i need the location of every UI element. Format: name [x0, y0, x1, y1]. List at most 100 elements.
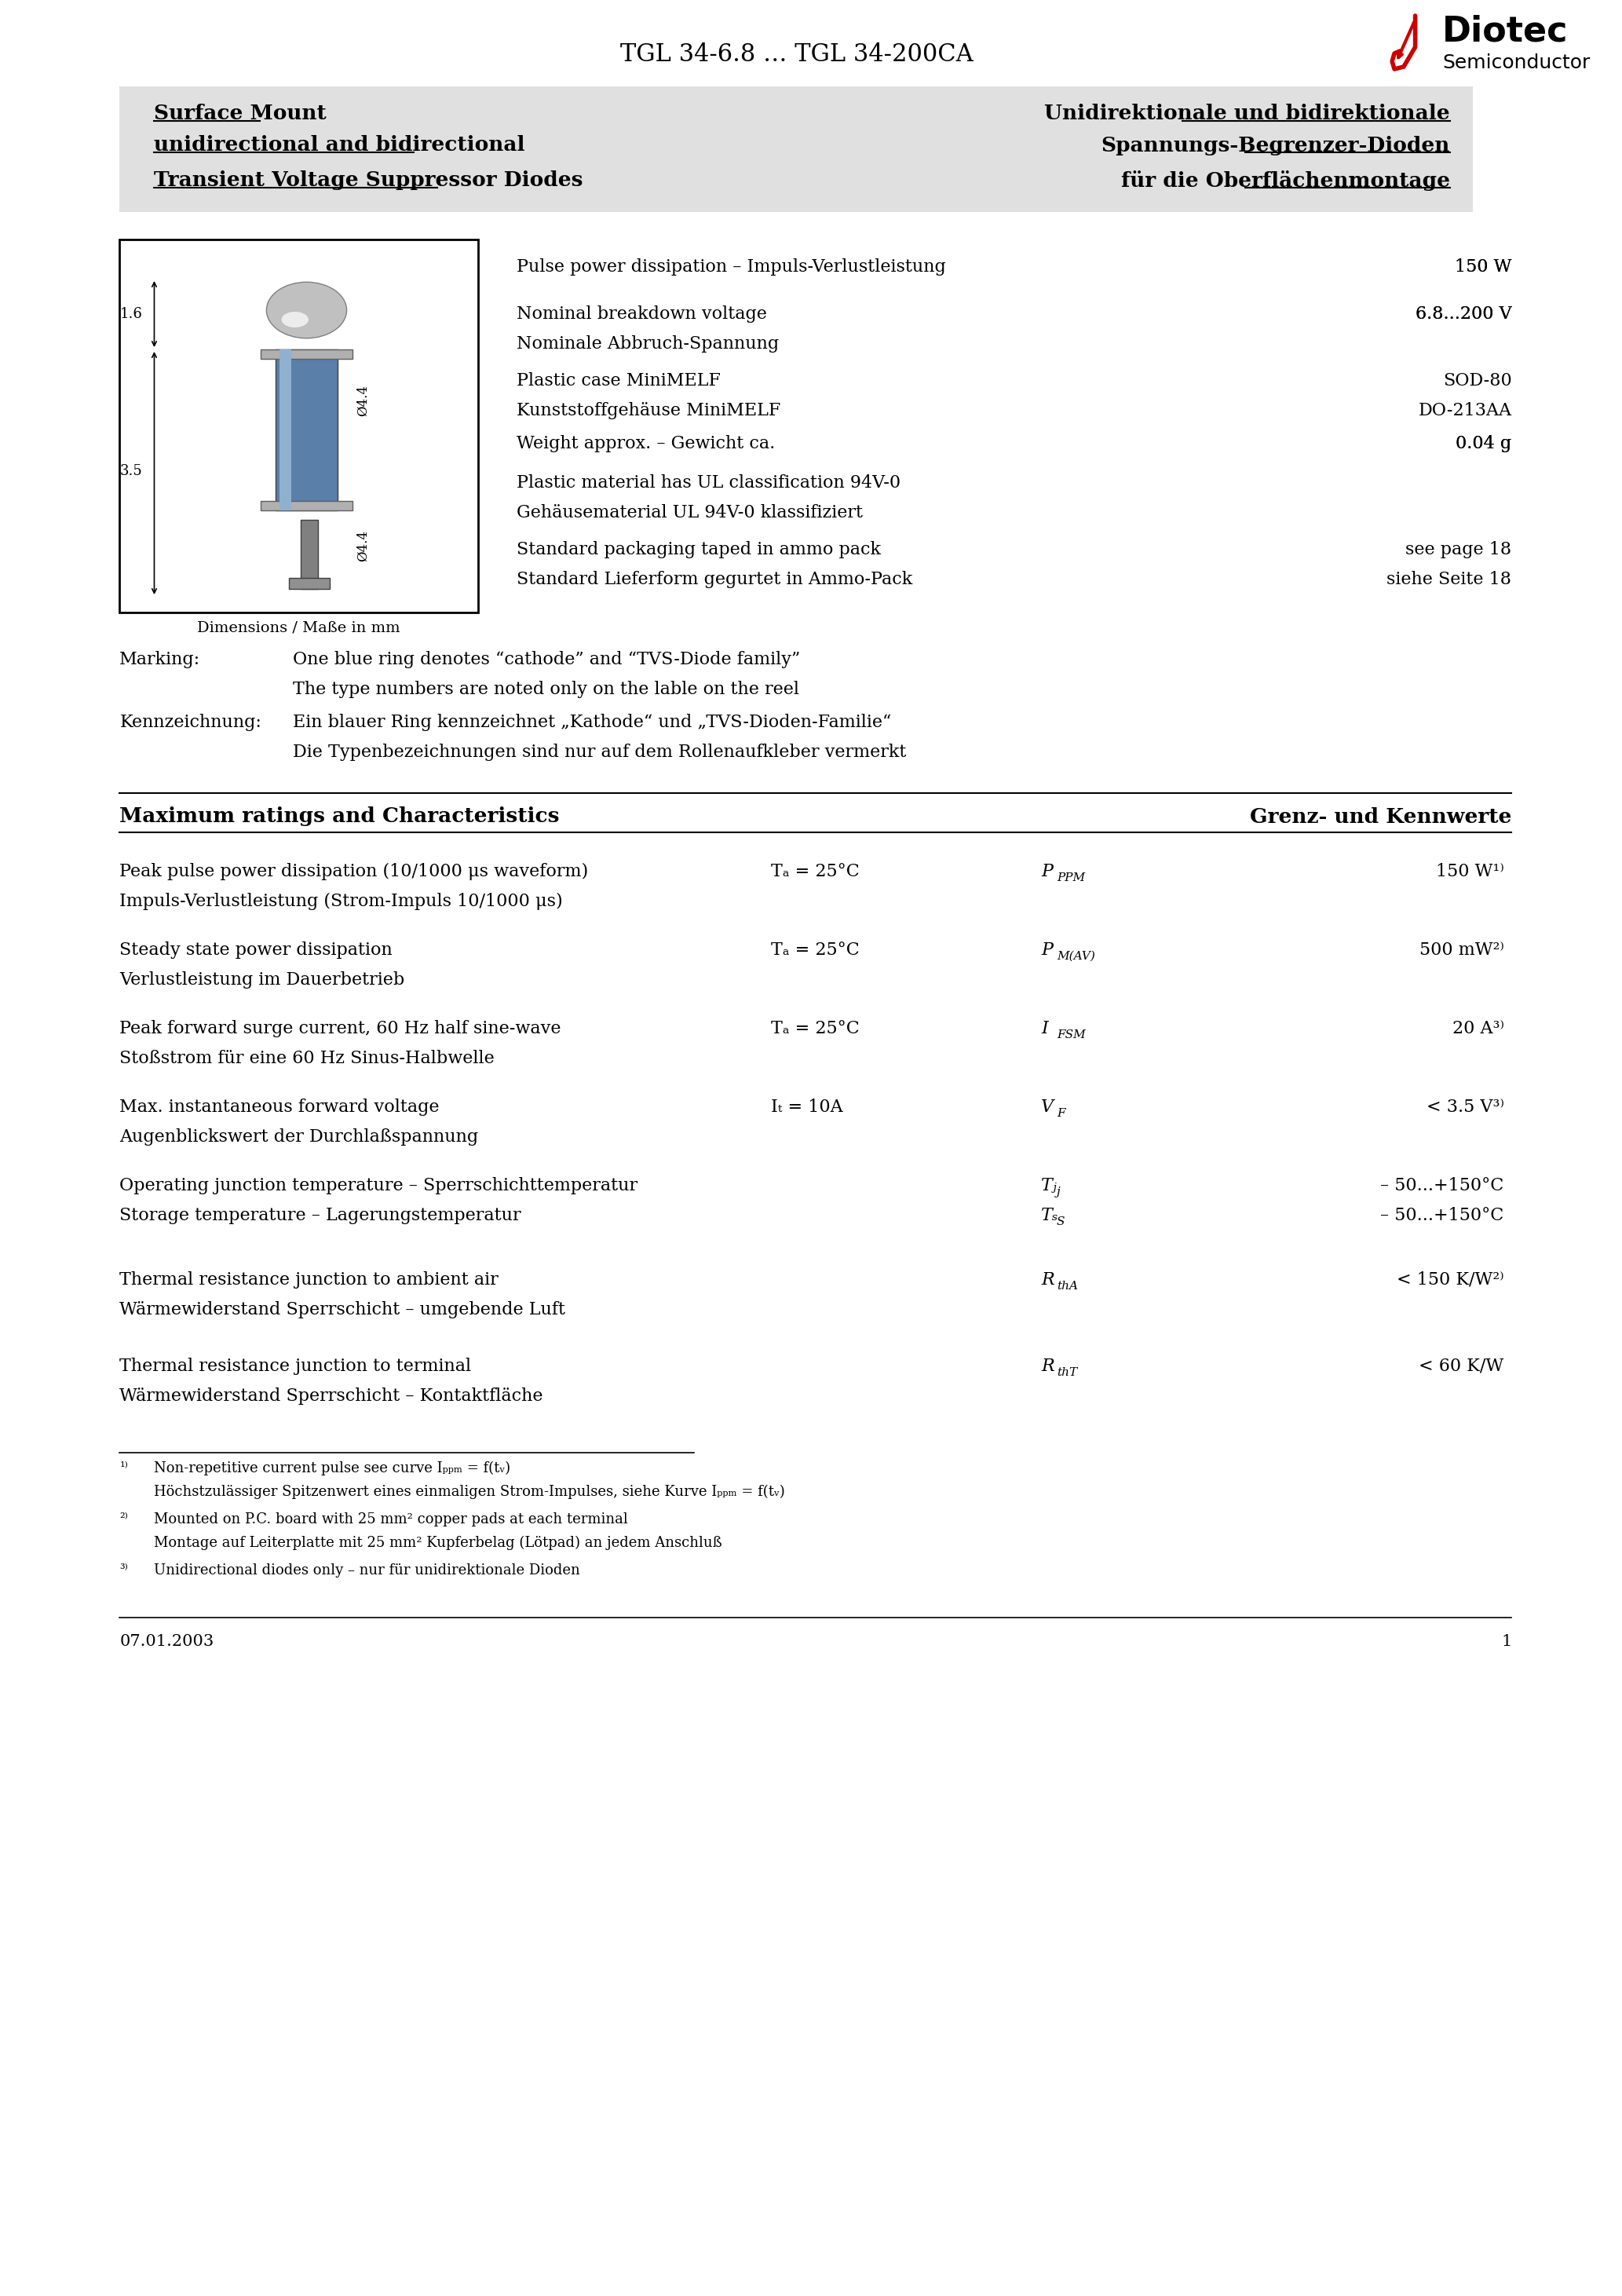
Text: Wärmewiderstand Sperrschicht – Kontaktfläche: Wärmewiderstand Sperrschicht – Kontaktfl…	[120, 1387, 543, 1405]
Text: PPM: PPM	[1056, 872, 1085, 884]
Bar	[276, 349, 337, 510]
Text: Standard Lieferform gegurtet in Ammo-Pack: Standard Lieferform gegurtet in Ammo-Pac…	[517, 572, 913, 588]
Text: Maximum ratings and Characteristics: Maximum ratings and Characteristics	[120, 806, 560, 827]
Text: Iₜ = 10A: Iₜ = 10A	[770, 1097, 843, 1116]
Text: FSM: FSM	[1056, 1029, 1085, 1040]
Text: Ø4.4: Ø4.4	[357, 386, 370, 416]
Text: 0.04 g: 0.04 g	[1457, 434, 1512, 452]
Text: 07.01.2003: 07.01.2003	[120, 1635, 214, 1649]
Text: Ein blauer Ring kennzeichnet „Kathode“ und „TVS-Dioden-Familie“: Ein blauer Ring kennzeichnet „Kathode“ u…	[294, 714, 892, 730]
Text: Tₐ = 25°C: Tₐ = 25°C	[770, 941, 860, 960]
Bar	[289, 579, 329, 588]
Text: Plastic material has UL classification 94V-0: Plastic material has UL classification 9…	[517, 475, 900, 491]
Text: thT: thT	[1056, 1366, 1077, 1378]
Text: ²⁾: ²⁾	[120, 1513, 128, 1527]
Text: < 60 K/W: < 60 K/W	[1419, 1357, 1504, 1375]
Text: 150 W: 150 W	[1455, 259, 1512, 276]
Text: SOD-80: SOD-80	[1442, 372, 1512, 390]
Text: Montage auf Leiterplatte mit 25 mm² Kupferbelag (Lötpad) an jedem Anschluß: Montage auf Leiterplatte mit 25 mm² Kupf…	[154, 1536, 722, 1550]
Text: Diotec: Diotec	[1442, 14, 1568, 48]
Text: Die Typenbezeichnungen sind nur auf dem Rollenaufkleber vermerkt: Die Typenbezeichnungen sind nur auf dem …	[294, 744, 907, 760]
Text: M(AV): M(AV)	[1056, 951, 1095, 962]
Text: Höchstzulässiger Spitzenwert eines einmaligen Strom-Impulses, siehe Kurve Iₚₚₘ =: Höchstzulässiger Spitzenwert eines einma…	[154, 1486, 785, 1499]
Text: TGL 34-6.8 … TGL 34-200CA: TGL 34-6.8 … TGL 34-200CA	[620, 44, 973, 67]
Text: 150 W: 150 W	[1455, 259, 1512, 276]
Text: R: R	[1041, 1357, 1054, 1375]
Text: 150 W¹⁾: 150 W¹⁾	[1435, 863, 1504, 879]
Text: 20 A³⁾: 20 A³⁾	[1452, 1019, 1504, 1038]
Text: Thermal resistance junction to terminal: Thermal resistance junction to terminal	[120, 1357, 472, 1375]
Text: R: R	[1041, 1272, 1054, 1288]
Text: S: S	[1056, 1217, 1064, 1228]
Text: Peak pulse power dissipation (10/1000 μs waveform): Peak pulse power dissipation (10/1000 μs…	[120, 863, 589, 879]
Text: Plastic case MiniMELF: Plastic case MiniMELF	[517, 372, 720, 390]
Text: The type numbers are noted only on the lable on the reel: The type numbers are noted only on the l…	[294, 682, 800, 698]
Text: – 50...+150°C: – 50...+150°C	[1380, 1178, 1504, 1194]
Text: Marking:: Marking:	[120, 652, 201, 668]
Text: Unidirectional diodes only – nur für unidirektionale Dioden: Unidirectional diodes only – nur für uni…	[154, 1564, 581, 1577]
Text: 1: 1	[1500, 1635, 1512, 1649]
Text: I: I	[1041, 1019, 1048, 1038]
Text: Semiconductor: Semiconductor	[1442, 53, 1590, 71]
Text: – 50...+150°C: – 50...+150°C	[1380, 1208, 1504, 1224]
Text: 6.8...200 V: 6.8...200 V	[1416, 305, 1512, 324]
Text: Spannungs-Begrenzer-Dioden: Spannungs-Begrenzer-Dioden	[1101, 135, 1450, 156]
Text: thA: thA	[1056, 1281, 1077, 1293]
Ellipse shape	[282, 312, 308, 328]
Bar	[300, 519, 318, 588]
Text: Wärmewiderstand Sperrschicht – umgebende Luft: Wärmewiderstand Sperrschicht – umgebende…	[120, 1302, 566, 1318]
Text: Nominale Abbruch-Spannung: Nominale Abbruch-Spannung	[517, 335, 779, 354]
Bar	[279, 349, 290, 510]
Text: Steady state power dissipation: Steady state power dissipation	[120, 941, 393, 960]
Text: Dimensions / Maße in mm: Dimensions / Maße in mm	[198, 622, 401, 636]
Text: Tₛ: Tₛ	[1041, 1208, 1059, 1224]
Text: Kunststoffgehäuse MiniMELF: Kunststoffgehäuse MiniMELF	[517, 402, 780, 420]
Text: F: F	[1056, 1109, 1066, 1118]
Text: 500 mW²⁾: 500 mW²⁾	[1419, 941, 1504, 960]
Text: Standard packaging taped in ammo pack: Standard packaging taped in ammo pack	[517, 542, 881, 558]
Bar	[260, 349, 354, 358]
Text: Operating junction temperature – Sperrschichttemperatur: Operating junction temperature – Sperrsc…	[120, 1178, 637, 1194]
Text: Tₐ = 25°C: Tₐ = 25°C	[770, 1019, 860, 1038]
Text: 1.6: 1.6	[120, 308, 143, 321]
Text: Weight approx. – Gewicht ca.: Weight approx. – Gewicht ca.	[517, 434, 775, 452]
Text: Grenz- und Kennwerte: Grenz- und Kennwerte	[1251, 806, 1512, 827]
Text: unidirectional and bidirectional: unidirectional and bidirectional	[154, 135, 526, 156]
Text: V: V	[1041, 1097, 1054, 1116]
Text: Augenblickswert der Durchlaßspannung: Augenblickswert der Durchlaßspannung	[120, 1127, 478, 1146]
Text: Non-repetitive current pulse see curve Iₚₚₘ = f(tᵥ): Non-repetitive current pulse see curve I…	[154, 1460, 511, 1476]
Bar	[260, 501, 354, 510]
Text: Verlustleistung im Dauerbetrieb: Verlustleistung im Dauerbetrieb	[120, 971, 406, 990]
Text: Kennzeichnung:: Kennzeichnung:	[120, 714, 261, 730]
Text: ¹⁾: ¹⁾	[120, 1463, 128, 1474]
Text: Tⱼ: Tⱼ	[1041, 1178, 1058, 1194]
Bar	[120, 239, 478, 613]
Text: Impuls-Verlustleistung (Strom-Impuls 10/1000 μs): Impuls-Verlustleistung (Strom-Impuls 10/…	[120, 893, 563, 909]
Text: Transient Voltage Suppressor Diodes: Transient Voltage Suppressor Diodes	[154, 170, 584, 191]
Text: Surface Mount: Surface Mount	[154, 103, 326, 124]
Text: Unidirektionale und bidirektionale: Unidirektionale und bidirektionale	[1045, 103, 1450, 124]
Bar	[120, 87, 1473, 211]
Text: Thermal resistance junction to ambient air: Thermal resistance junction to ambient a…	[120, 1272, 498, 1288]
Text: DO-213AA: DO-213AA	[1418, 402, 1512, 420]
Text: Pulse power dissipation – Impuls-Verlustleistung: Pulse power dissipation – Impuls-Verlust…	[517, 259, 946, 276]
Text: P: P	[1041, 863, 1053, 879]
Text: j: j	[1056, 1187, 1061, 1199]
Text: 6.8...200 V: 6.8...200 V	[1416, 305, 1512, 324]
Text: für die Oberflächenmontage: für die Oberflächenmontage	[1121, 170, 1450, 191]
Ellipse shape	[266, 282, 347, 338]
Text: Stoßstrom für eine 60 Hz Sinus-Halbwelle: Stoßstrom für eine 60 Hz Sinus-Halbwelle	[120, 1049, 495, 1068]
Text: siehe Seite 18: siehe Seite 18	[1387, 572, 1512, 588]
Text: Mounted on P.C. board with 25 mm² copper pads at each terminal: Mounted on P.C. board with 25 mm² copper…	[154, 1513, 628, 1527]
Text: ³⁾: ³⁾	[120, 1564, 128, 1577]
Text: Peak forward surge current, 60 Hz half sine-wave: Peak forward surge current, 60 Hz half s…	[120, 1019, 561, 1038]
Text: Storage temperature – Lagerungstemperatur: Storage temperature – Lagerungstemperatu…	[120, 1208, 521, 1224]
Text: Gehäusematerial UL 94V-0 klassifiziert: Gehäusematerial UL 94V-0 klassifiziert	[517, 505, 863, 521]
Text: Tₐ = 25°C: Tₐ = 25°C	[770, 863, 860, 879]
Text: < 3.5 V³⁾: < 3.5 V³⁾	[1426, 1097, 1504, 1116]
Text: 0.04 g: 0.04 g	[1457, 434, 1512, 452]
Text: Nominal breakdown voltage: Nominal breakdown voltage	[517, 305, 767, 324]
Text: Max. instantaneous forward voltage: Max. instantaneous forward voltage	[120, 1097, 440, 1116]
Text: 3.5: 3.5	[120, 464, 143, 478]
Text: P: P	[1041, 941, 1053, 960]
